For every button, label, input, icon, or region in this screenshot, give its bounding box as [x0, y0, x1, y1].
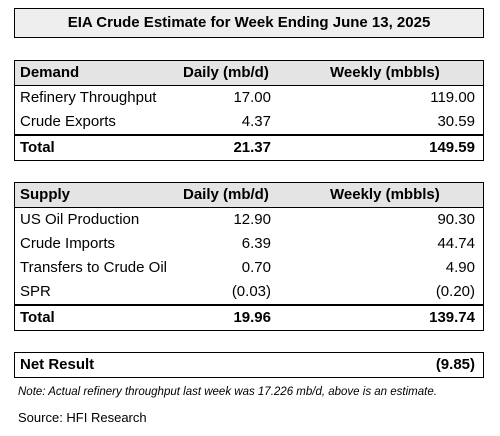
weekly-value: 119.00 [430, 89, 475, 106]
note: Note: Actual refinery throughput last we… [18, 386, 437, 398]
daily-value: 4.37 [241, 113, 271, 130]
row-label: Crude Exports [20, 113, 116, 130]
daily-value: (0.03) [231, 283, 271, 300]
table-row: Refinery Throughput 17.00 119.00 [15, 86, 483, 110]
weekly-value: (0.20) [435, 283, 475, 300]
header-cell: Weekly (mbbls) [330, 186, 440, 203]
net-row: Net Result (9.85) [15, 353, 483, 377]
net-value: (9.85) [435, 356, 475, 373]
header-cell: Demand [20, 64, 80, 81]
daily-value: 6.39 [241, 235, 271, 252]
row-label: SPR [20, 283, 51, 300]
total-label: Total [20, 139, 55, 156]
weekly-value: 44.74 [437, 235, 475, 252]
table-row: Transfers to Crude Oil 0.70 4.90 [15, 256, 483, 280]
total-row: Total 19.96 139.74 [15, 304, 483, 330]
source: Source: HFI Research [18, 410, 147, 425]
title: EIA Crude Estimate for Week Ending June … [14, 8, 484, 38]
header-cell: Weekly (mbbls) [330, 64, 440, 81]
table-row: Crude Exports 4.37 30.59 [15, 110, 483, 134]
total-row: Total 21.37 149.59 [15, 134, 483, 160]
table-row: SPR (0.03) (0.20) [15, 280, 483, 304]
weekly-value: 90.30 [437, 211, 475, 228]
table-row: Crude Imports 6.39 44.74 [15, 232, 483, 256]
weekly-total: 149.59 [429, 139, 475, 156]
row-label: Transfers to Crude Oil [20, 259, 167, 276]
weekly-total: 139.74 [429, 309, 475, 326]
row-label: Crude Imports [20, 235, 116, 252]
header-cell: Daily (mb/d) [183, 186, 269, 203]
total-label: Total [20, 309, 55, 326]
row-label: US Oil Production [20, 211, 140, 228]
header-cell: Daily (mb/d) [183, 64, 269, 81]
demand-table: Demand Daily (mb/d) Weekly (mbbls) Refinery… [14, 60, 484, 161]
daily-value: 17.00 [233, 89, 271, 106]
daily-total: 19.96 [233, 309, 271, 326]
supply-table: Supply Daily (mb/d) Weekly (mbbls) US Oil P… [14, 182, 484, 331]
header-cell: Supply [20, 186, 71, 203]
header-row: Demand Daily (mb/d) Weekly (mbbls) [15, 61, 483, 86]
daily-value: 0.70 [241, 259, 271, 276]
weekly-value: 4.90 [445, 259, 475, 276]
header-row: Supply Daily (mb/d) Weekly (mbbls) [15, 183, 483, 208]
daily-value: 12.90 [233, 211, 271, 228]
table-row: US Oil Production 12.90 90.30 [15, 208, 483, 232]
net-result: Net Result (9.85) [14, 352, 484, 378]
daily-total: 21.37 [233, 139, 271, 156]
weekly-value: 30.59 [437, 113, 475, 130]
net-label: Net Result [20, 356, 95, 373]
row-label: Refinery Throughput [20, 89, 157, 106]
